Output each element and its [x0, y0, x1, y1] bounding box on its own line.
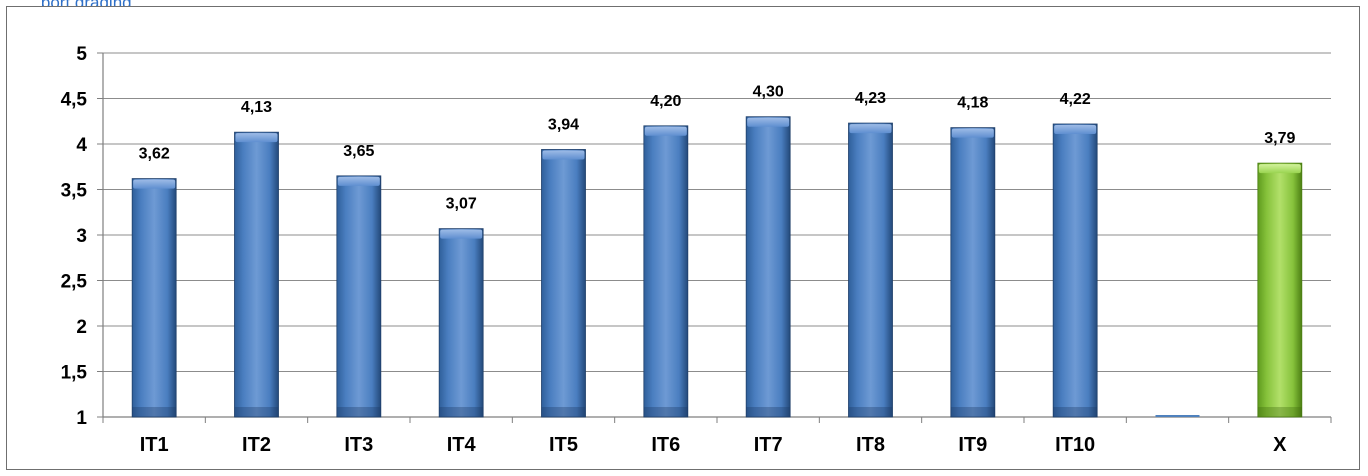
y-tick-label: 4 [76, 135, 87, 156]
bar-cap [951, 128, 994, 138]
bar-cap [644, 126, 687, 136]
data-label: 4,22 [1060, 91, 1091, 108]
y-tick-label: 5 [76, 44, 87, 65]
bar-base-shade [950, 407, 995, 417]
gridlines [103, 52, 1331, 418]
data-label: 4,23 [855, 90, 886, 107]
y-tick-label: 2 [76, 317, 87, 338]
labels: 1 1,5 2 2,5 3 3,5 4 4,5 5 3,62 IT1 4,13 IT2 3,65 IT3 3,… [61, 44, 1296, 456]
y-tick-label: 1 [76, 408, 87, 429]
bars [131, 116, 1303, 418]
x-tick-label: IT8 [856, 434, 885, 456]
bar-base-shade [746, 407, 791, 417]
x-tick-label: IT5 [549, 434, 578, 456]
bar-highlight [1257, 162, 1303, 418]
bar-base-shade [643, 407, 688, 417]
bar [745, 116, 791, 418]
x-tick-label: IT6 [651, 434, 680, 456]
y-tick-label: 2,5 [61, 272, 88, 293]
bar-chart: 1 1,5 2 2,5 3 3,5 4 4,5 5 3,62 IT1 4,13 IT2 3,65 IT3 3,… [61, 44, 1332, 456]
x-tick-label: IT3 [344, 434, 373, 456]
bar-cap [1054, 124, 1097, 134]
bar [950, 127, 996, 418]
x-tick-label: IT7 [754, 434, 783, 456]
data-label: 4,30 [753, 84, 784, 101]
bar-cap [542, 150, 585, 160]
bar-base-shade [132, 407, 177, 417]
data-label: 3,94 [548, 116, 579, 133]
bar-cap [747, 117, 790, 127]
x-tick-label: IT2 [242, 434, 271, 456]
x-tick-label: IT4 [447, 434, 477, 456]
bar-cap [337, 176, 380, 186]
bar-base-shade [439, 407, 484, 417]
x-tick-label: X [1273, 434, 1287, 456]
axes [97, 52, 1332, 423]
x-tick-label: IT1 [140, 434, 169, 456]
bar-base-shade [1053, 407, 1098, 417]
bar [131, 178, 177, 418]
bar-cap [440, 229, 483, 239]
x-tick-label: IT9 [958, 434, 987, 456]
bar-base-shade [541, 407, 586, 417]
bar-base-shade [848, 407, 893, 417]
bar-cap [849, 124, 892, 134]
data-label: 3,07 [446, 196, 477, 213]
data-label: 4,13 [241, 99, 272, 116]
bar-cap [133, 179, 176, 189]
bar-base-shade [234, 407, 279, 417]
bar [234, 131, 279, 418]
bar [438, 228, 484, 418]
y-tick-label: 1,5 [61, 363, 88, 384]
y-tick-label: 3 [76, 226, 87, 247]
chart-frame: 1 1,5 2 2,5 3 3,5 4 4,5 5 3,62 IT1 4,13 IT2 3,65 IT3 3,… [6, 6, 1360, 470]
y-tick-label: 4,5 [61, 90, 88, 111]
bar [541, 149, 586, 418]
y-tick-label: 3,5 [61, 181, 88, 202]
data-label: 4,20 [650, 93, 681, 110]
bar-cap [235, 133, 278, 143]
data-label: 3,62 [139, 146, 170, 163]
bar-base-shade [1257, 407, 1302, 417]
bar [848, 122, 893, 418]
bar [643, 125, 689, 418]
data-label: 3,79 [1264, 130, 1295, 147]
bar [336, 175, 382, 418]
bar [1052, 123, 1098, 418]
data-label: 4,18 [957, 95, 988, 112]
bar-cap [1258, 164, 1301, 174]
x-tick-label: IT10 [1055, 434, 1095, 456]
data-label: 3,65 [343, 143, 374, 160]
bar-base-shade [336, 407, 381, 417]
